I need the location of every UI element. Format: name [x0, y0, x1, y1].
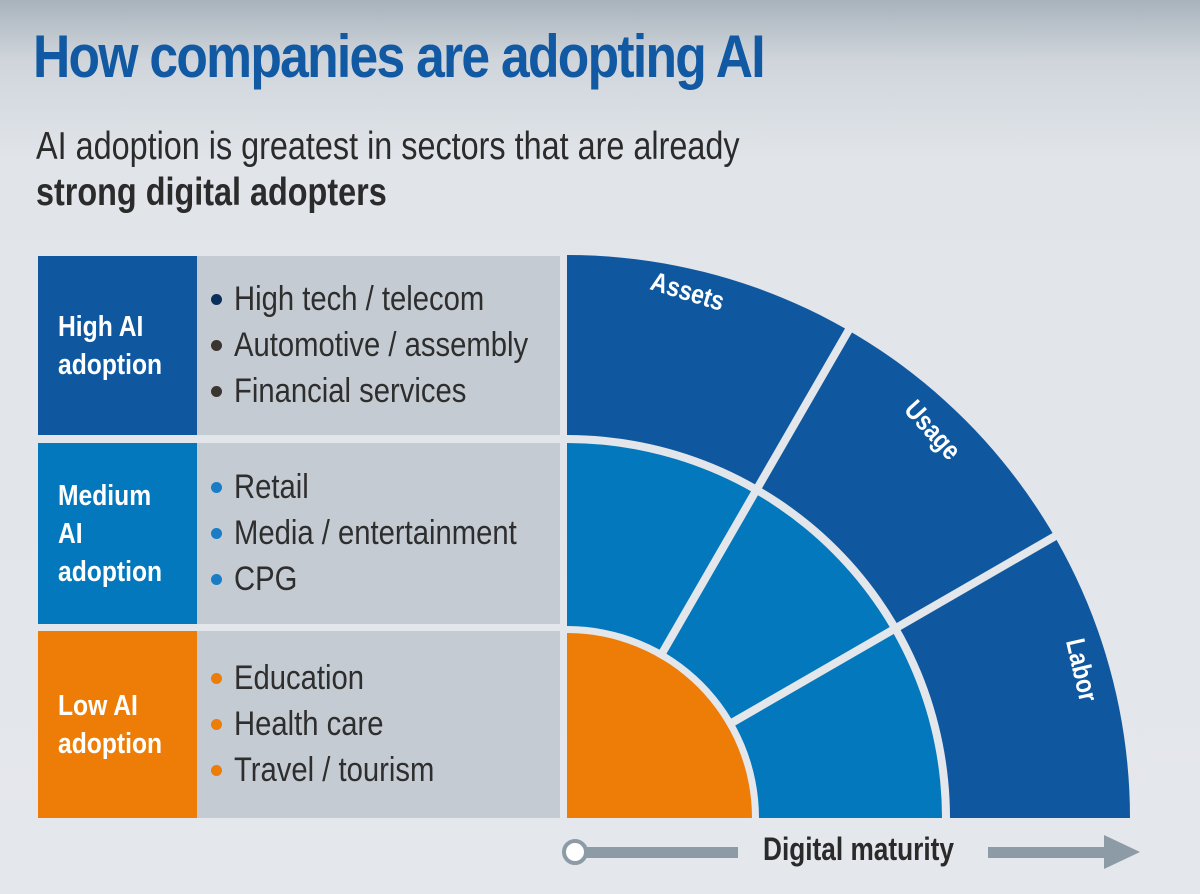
bullet-icon [211, 719, 222, 730]
bullet-icon [211, 673, 222, 684]
core-low-adoption [567, 633, 752, 818]
row-medium-adoption: Medium AI adoption Retail Media / entert… [38, 443, 560, 624]
sector-name: Travel / tourism [234, 751, 435, 789]
bullet-icon [211, 528, 222, 539]
sector-name: CPG [234, 560, 298, 598]
sector-name: Education [234, 659, 365, 697]
arrow-right-icon [1104, 835, 1140, 869]
list-item: Health care [211, 702, 560, 748]
ring-high-adoption [567, 255, 1130, 818]
row-label-text: Low AI adoption [58, 689, 163, 760]
row-label-low: Low AI adoption [38, 631, 197, 818]
bullet-icon [211, 482, 222, 493]
divider-middle-2 [725, 625, 897, 729]
sector-name: Automotive / assembly [234, 326, 529, 364]
row-label-medium: Medium AI adoption [38, 443, 197, 624]
row-label-text: High AI adoption [58, 310, 163, 381]
subtitle-line-1: AI adoption is greatest in sectors that … [36, 125, 740, 168]
list-item: Retail [211, 465, 560, 511]
axis-line-left [580, 847, 738, 858]
ring-medium-adoption [567, 443, 942, 818]
row-label-high: High AI adoption [38, 256, 197, 435]
bullet-icon [211, 386, 222, 397]
bullet-icon [211, 340, 222, 351]
sector-list-low: Education Health care Travel / tourism [197, 631, 560, 818]
axis-line-right [988, 847, 1106, 858]
subtitle-line-2: strong digital adopters [36, 171, 387, 214]
sector-list-high: High tech / telecom Automotive / assembl… [197, 256, 560, 435]
divider-outer-usage-labor [889, 531, 1060, 634]
sector-name: Media / entertainment [234, 514, 517, 552]
bullet-icon [211, 574, 222, 585]
list-item: Travel / tourism [211, 748, 560, 794]
row-high-adoption: High AI adoption High tech / telecom Aut… [38, 256, 560, 435]
list-item: CPG [211, 557, 560, 603]
page-title: How companies are adopting AI [33, 23, 766, 90]
list-item: Financial services [211, 369, 560, 415]
sector-name: Retail [234, 468, 309, 506]
list-item: High tech / telecom [211, 277, 560, 323]
axis-origin-icon [562, 839, 588, 865]
divider-middle-1 [656, 488, 760, 660]
list-item: Automotive / assembly [211, 323, 560, 369]
sector-name: Financial services [234, 372, 467, 410]
bullet-icon [211, 765, 222, 776]
sector-list-medium: Retail Media / entertainment CPG [197, 443, 560, 624]
sector-name: Health care [234, 705, 384, 743]
sector-name: High tech / telecom [234, 280, 485, 318]
list-item: Media / entertainment [211, 511, 560, 557]
divider-outer-assets-usage [751, 325, 854, 496]
bullet-icon [211, 294, 222, 305]
subtitle: AI adoption is greatest in sectors that … [36, 124, 740, 216]
list-item: Education [211, 656, 560, 702]
row-low-adoption: Low AI adoption Education Health care Tr… [38, 631, 560, 818]
row-label-text: Medium AI adoption [58, 479, 163, 588]
axis-label: Digital maturity [763, 831, 954, 867]
